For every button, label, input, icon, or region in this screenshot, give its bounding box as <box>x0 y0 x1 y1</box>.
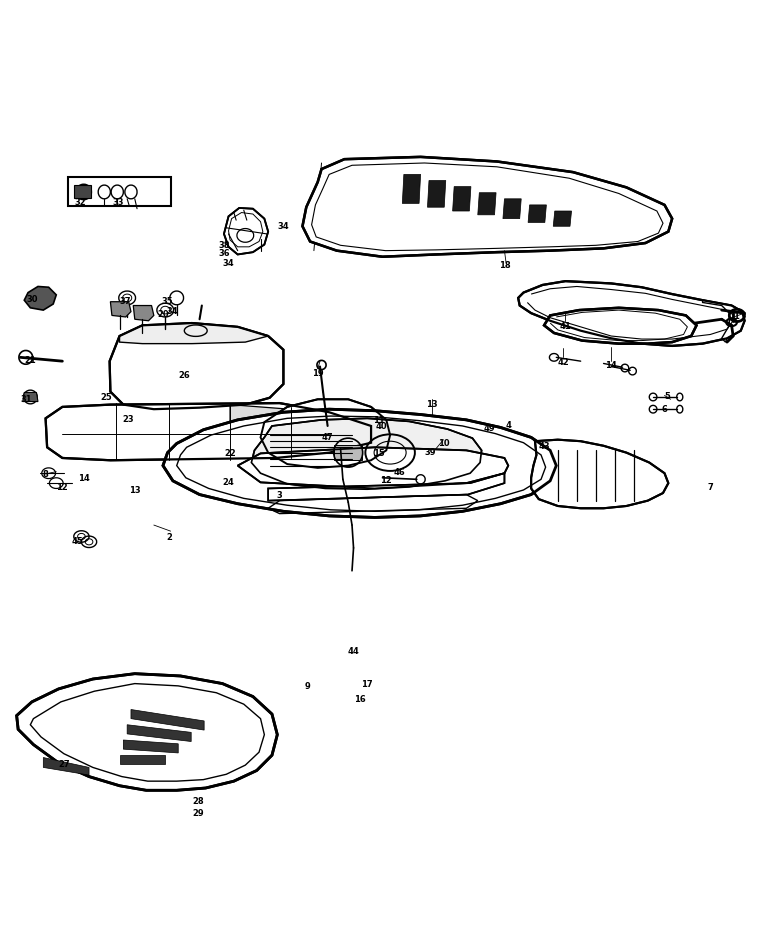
Text: 15: 15 <box>373 448 385 458</box>
Text: 14: 14 <box>78 474 90 483</box>
Text: 35: 35 <box>161 296 174 306</box>
Text: 19: 19 <box>312 368 324 378</box>
Text: 20: 20 <box>157 310 169 319</box>
Text: 45: 45 <box>72 536 83 545</box>
Text: 27: 27 <box>58 760 70 768</box>
Text: 47: 47 <box>322 432 334 442</box>
Text: 49: 49 <box>483 424 495 432</box>
Text: 4: 4 <box>506 421 511 429</box>
Text: 18: 18 <box>499 261 510 269</box>
Text: 26: 26 <box>178 370 190 379</box>
Polygon shape <box>119 324 269 345</box>
Text: 13: 13 <box>426 399 438 408</box>
Text: 2: 2 <box>166 532 172 542</box>
Polygon shape <box>230 406 348 438</box>
Text: 7: 7 <box>708 483 713 492</box>
Polygon shape <box>261 400 390 468</box>
Polygon shape <box>503 200 521 219</box>
Text: 1: 1 <box>733 311 739 321</box>
Text: 10: 10 <box>438 439 449 447</box>
Polygon shape <box>23 393 38 402</box>
Text: 38: 38 <box>219 241 230 249</box>
Polygon shape <box>252 419 482 489</box>
Text: 13: 13 <box>129 486 141 495</box>
FancyBboxPatch shape <box>68 178 171 208</box>
Text: 40: 40 <box>375 422 387 431</box>
Text: 22: 22 <box>224 448 236 458</box>
Text: 43: 43 <box>539 441 550 450</box>
Text: 17: 17 <box>361 680 373 688</box>
Polygon shape <box>110 303 131 318</box>
Text: 12: 12 <box>56 483 67 492</box>
Polygon shape <box>518 282 744 347</box>
Polygon shape <box>224 208 269 255</box>
Text: 6: 6 <box>662 405 667 413</box>
Polygon shape <box>17 674 278 790</box>
Polygon shape <box>46 404 371 461</box>
Text: 21: 21 <box>24 356 36 365</box>
Polygon shape <box>531 440 669 508</box>
Polygon shape <box>73 186 91 199</box>
Text: 24: 24 <box>223 478 234 486</box>
Text: 31: 31 <box>21 394 32 404</box>
Text: 12: 12 <box>380 475 392 485</box>
Polygon shape <box>544 308 697 345</box>
Text: 34: 34 <box>166 307 178 315</box>
Polygon shape <box>119 756 165 764</box>
Text: 5: 5 <box>664 391 669 401</box>
Text: 36: 36 <box>219 248 230 257</box>
Polygon shape <box>109 324 283 409</box>
Text: 46: 46 <box>393 467 405 477</box>
Text: 42: 42 <box>557 358 569 367</box>
Polygon shape <box>334 446 362 461</box>
Polygon shape <box>302 158 672 257</box>
Text: 39: 39 <box>424 447 435 456</box>
Text: 41: 41 <box>559 322 571 330</box>
Text: 25: 25 <box>101 393 112 402</box>
Polygon shape <box>702 301 744 343</box>
Text: 34: 34 <box>223 258 234 268</box>
Polygon shape <box>123 741 178 753</box>
Text: 37: 37 <box>120 296 132 306</box>
Text: 3: 3 <box>277 490 282 500</box>
Text: 23: 23 <box>123 414 135 424</box>
Polygon shape <box>44 758 89 775</box>
Text: 32: 32 <box>74 197 86 207</box>
Polygon shape <box>24 288 57 310</box>
Text: 29: 29 <box>192 808 203 817</box>
Text: 33: 33 <box>112 197 124 207</box>
Polygon shape <box>553 211 571 227</box>
Text: 11: 11 <box>373 416 385 425</box>
Polygon shape <box>238 447 508 489</box>
Polygon shape <box>428 181 446 208</box>
Text: 34: 34 <box>278 222 289 230</box>
Polygon shape <box>478 193 496 215</box>
Polygon shape <box>402 175 421 204</box>
Text: 14: 14 <box>605 361 617 370</box>
Polygon shape <box>269 474 504 501</box>
Polygon shape <box>163 409 556 518</box>
Text: 8: 8 <box>43 469 48 478</box>
Polygon shape <box>131 710 204 730</box>
Polygon shape <box>127 725 191 742</box>
Polygon shape <box>133 307 154 322</box>
Text: 28: 28 <box>192 797 203 805</box>
Text: 9: 9 <box>305 681 311 690</box>
Text: 44: 44 <box>347 646 360 656</box>
Polygon shape <box>528 206 546 223</box>
Text: 16: 16 <box>353 695 366 704</box>
Polygon shape <box>453 188 471 211</box>
Text: 30: 30 <box>26 295 37 304</box>
